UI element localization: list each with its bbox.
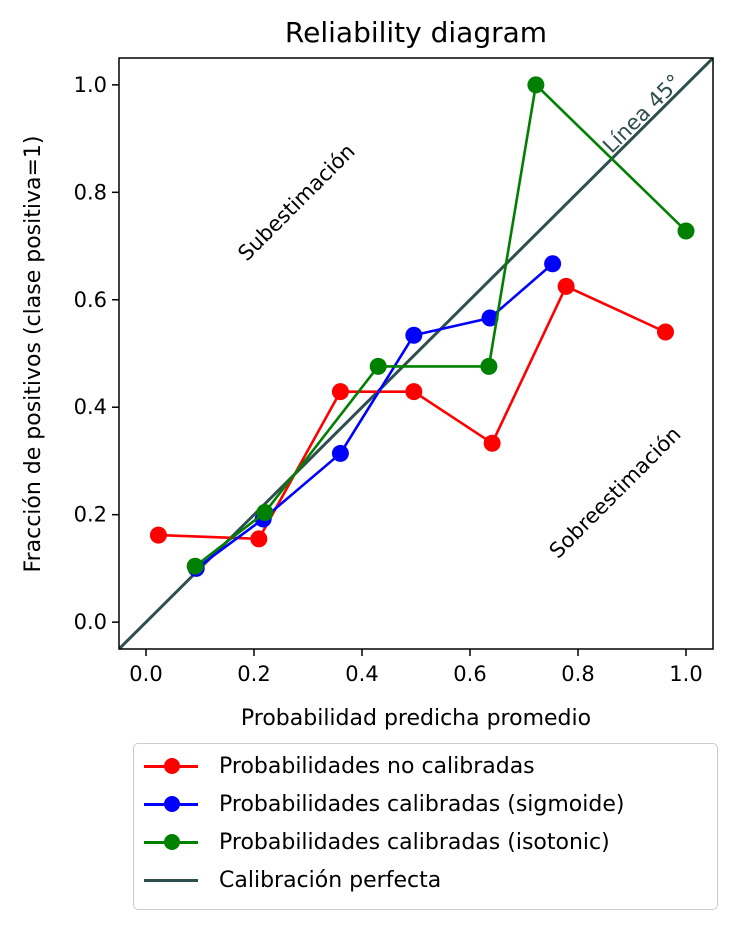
annotation-label: Sobreestimación: [545, 422, 686, 563]
legend-item-perfect: Calibración perfecta: [134, 866, 717, 896]
legend-label-isotonic: Probabilidades calibradas (isotonic): [219, 830, 610, 855]
legend: Probabilidades no calibradas Probabilida…: [133, 743, 718, 910]
y-tick-label: 0.4: [74, 395, 107, 419]
data-point-probabilidades-no-calibradas: [483, 434, 501, 452]
reliability-chart: Reliability diagram 0.0 0.2 0.4 0.6 0.8 1.0 0…: [21, 16, 714, 731]
y-axis-label: Fracción de positivos (clase positiva=1): [21, 136, 46, 573]
legend-marker-isotonic: [164, 834, 180, 850]
x-tick-label: 0.6: [453, 662, 486, 686]
data-point-probabilidades-calibradas-isotonic: [256, 504, 274, 522]
plot-area: [119, 58, 713, 649]
x-tick-label: 0.4: [345, 662, 378, 686]
series-line-probabilidades-calibradas-sigmoide: [195, 262, 554, 570]
data-point-probabilidades-calibradas-isotonic: [480, 357, 498, 375]
data-point-probabilidades-calibradas-isotonic: [369, 357, 387, 375]
data-point-probabilidades-no-calibradas: [656, 323, 674, 341]
data-point-probabilidades-calibradas-sigmoide: [481, 309, 499, 327]
y-axis: 0.0 0.2 0.4 0.6 0.8 1.0: [74, 73, 119, 634]
x-tick-label: 1.0: [669, 662, 702, 686]
annotation-label: Subestimación: [233, 139, 359, 265]
data-point-probabilidades-no-calibradas: [149, 526, 167, 544]
legend-marker-sigmoid: [164, 796, 180, 812]
x-axis-label: Probabilidad predicha promedio: [241, 706, 591, 731]
series-line-calibraci-n-perfecta: [119, 58, 713, 649]
chart-title: Reliability diagram: [285, 16, 547, 49]
legend-line-perfect: [144, 879, 198, 882]
x-tick-label: 0.2: [237, 662, 270, 686]
series-line-probabilidades-calibradas-isotonic: [194, 83, 687, 568]
y-tick-label: 1.0: [74, 73, 107, 97]
legend-item-uncalibrated: Probabilidades no calibradas: [134, 752, 717, 782]
legend-item-isotonic: Probabilidades calibradas (isotonic): [134, 828, 717, 858]
legend-label-uncalibrated: Probabilidades no calibradas: [219, 754, 535, 779]
y-tick-label: 0.8: [74, 180, 107, 204]
x-tick-label: 0.0: [129, 662, 162, 686]
annotation-label: Línea 45°: [598, 70, 686, 158]
plot-frame: [118, 57, 714, 650]
data-point-probabilidades-calibradas-isotonic: [677, 222, 695, 240]
data-point-probabilidades-calibradas-sigmoide: [405, 326, 423, 344]
data-point-probabilidades-calibradas-sigmoide: [331, 444, 349, 462]
data-point-probabilidades-calibradas-sigmoide: [544, 255, 562, 273]
data-point-probabilidades-no-calibradas: [331, 383, 349, 401]
y-tick-label: 0.2: [74, 503, 107, 527]
legend-label-perfect: Calibración perfecta: [219, 868, 442, 893]
data-point-probabilidades-no-calibradas: [405, 383, 423, 401]
y-tick-label: 0.6: [74, 288, 107, 312]
data-point-probabilidades-calibradas-isotonic: [186, 557, 204, 575]
data-point-probabilidades-no-calibradas: [557, 277, 575, 295]
data-point-probabilidades-calibradas-isotonic: [527, 76, 545, 94]
y-tick-label: 0.0: [74, 610, 107, 634]
x-tick-label: 0.8: [561, 662, 594, 686]
x-axis: 0.0 0.2 0.4 0.6 0.8 1.0: [129, 649, 703, 686]
legend-marker-uncalibrated: [164, 758, 180, 774]
legend-item-sigmoid: Probabilidades calibradas (sigmoide): [134, 790, 717, 820]
data-point-probabilidades-no-calibradas: [250, 530, 268, 548]
legend-label-sigmoid: Probabilidades calibradas (sigmoide): [219, 792, 625, 817]
